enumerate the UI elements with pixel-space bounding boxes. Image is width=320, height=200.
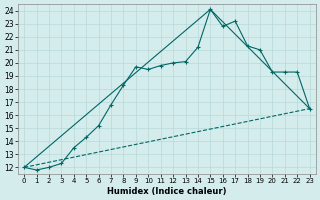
X-axis label: Humidex (Indice chaleur): Humidex (Indice chaleur) xyxy=(107,187,227,196)
